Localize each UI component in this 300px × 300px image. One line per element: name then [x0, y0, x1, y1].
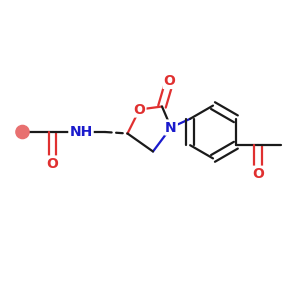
Text: NH: NH	[69, 125, 93, 139]
Text: O: O	[134, 103, 146, 116]
Circle shape	[16, 125, 29, 139]
Text: O: O	[46, 157, 58, 170]
Text: N: N	[165, 121, 177, 134]
Text: O: O	[252, 167, 264, 181]
Text: O: O	[164, 74, 175, 88]
